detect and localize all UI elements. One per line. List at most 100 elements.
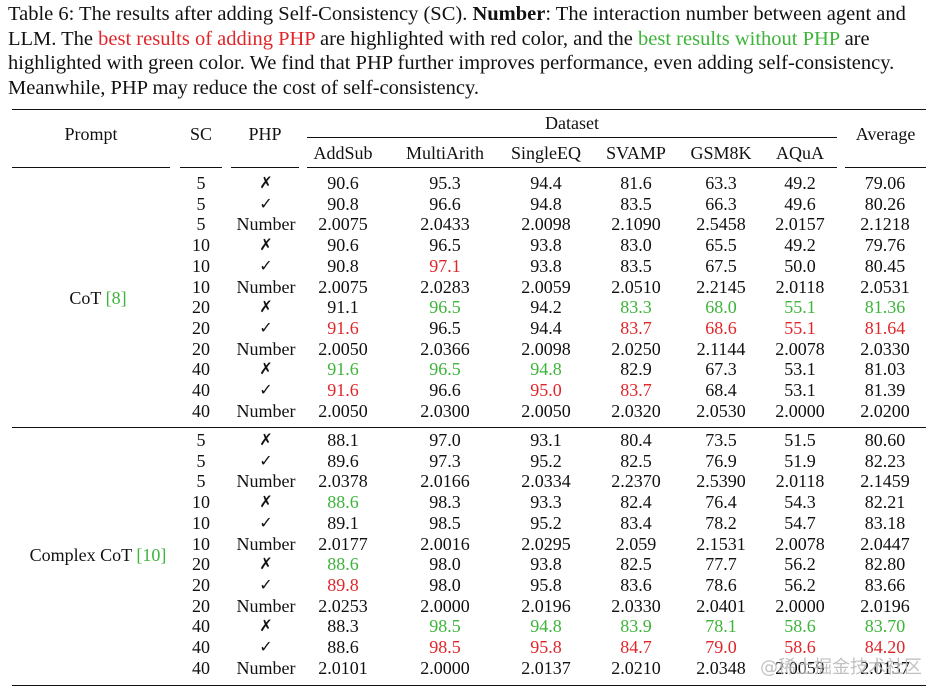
value-cell: 79.76 [864,235,906,256]
value-cell: 2.5458 [696,214,746,235]
value-cell: 81.03 [864,359,906,380]
header-dataset-col: GSM8K [690,143,752,163]
value-cell: 82.4 [620,492,652,513]
sc-cell: 20 [192,297,210,318]
value-cell: 55.1 [784,297,816,318]
value-cell: 95.0 [530,380,562,400]
php-cell: ✓ [259,193,273,213]
value-cell: 79.06 [864,173,906,193]
value-cell: 2.0200 [860,400,910,421]
value-cell: 58.6 [784,616,816,637]
php-cell: ✓ [259,574,273,594]
value-cell: 90.6 [327,235,359,256]
caption-green-phrase: best results without PHP [638,27,840,50]
value-cell: 96.5 [429,359,461,380]
value-cell: 2.1090 [611,214,661,235]
caption-text: Table 6: The results after adding Self-C… [8,3,473,25]
php-cell: ✓ [259,255,273,275]
value-cell: 2.0378 [318,471,368,492]
header-dataset-col: MultiArith [405,143,484,163]
value-cell: 88.6 [327,554,359,575]
value-cell: 96.5 [429,297,461,318]
value-cell: 2.0401 [696,595,746,616]
php-cell: Number [236,595,296,616]
value-cell: 2.0101 [318,657,368,678]
value-cell: 95.2 [530,450,562,471]
value-cell: 95.8 [530,637,562,657]
group-separator-rule [12,427,926,428]
sc-cell: 10 [192,512,210,533]
value-cell: 2.0000 [775,400,825,421]
value-cell: 55.1 [784,317,816,338]
value-cell: 93.1 [530,430,562,450]
header-dataset-col: AddSub [313,143,373,163]
php-cell: ✗ [259,430,273,449]
value-cell: 96.6 [429,193,461,214]
value-cell: 2.0530 [696,400,746,421]
value-cell: 77.7 [705,554,737,575]
value-cell: 82.21 [864,492,906,513]
value-cell: 80.4 [620,430,652,450]
value-cell: 90.8 [327,255,359,276]
prompt-group-label: Complex CoT [10] [12,544,184,566]
value-cell: 68.6 [705,317,737,338]
value-cell: 93.8 [530,554,562,575]
value-cell: 94.4 [530,317,562,338]
sc-cell: 20 [192,317,210,338]
value-cell: 80.60 [864,430,906,450]
header-dataset-col: SVAMP [606,143,666,163]
php-cell: ✗ [259,616,273,636]
value-cell: 98.0 [429,554,461,575]
value-cell: 91.6 [327,380,359,400]
php-cell: ✗ [259,554,273,574]
value-cell: 83.4 [620,512,652,533]
value-cell: 78.2 [705,512,737,533]
php-cell: Number [236,214,296,235]
php-cell: ✓ [259,637,273,656]
value-cell: 2.0098 [521,338,571,359]
value-cell: 89.8 [327,574,359,595]
value-cell: 81.64 [864,317,906,338]
value-cell: 84.20 [864,637,906,657]
header-rule-average [845,167,926,168]
citation-link[interactable]: [10] [136,545,167,566]
value-cell: 2.0531 [860,276,910,297]
value-cell: 82.9 [620,359,652,380]
value-cell: 2.0334 [521,471,571,492]
value-cell: 2.0157 [775,214,825,235]
value-cell: 2.059 [615,533,657,554]
value-cell: 2.0433 [420,214,470,235]
value-cell: 2.0447 [860,533,910,554]
value-cell: 76.9 [705,450,737,471]
value-cell: 67.3 [705,359,737,380]
value-cell: 54.3 [784,492,816,513]
value-cell: 94.8 [530,616,562,637]
sc-cell: 20 [192,574,210,595]
value-cell: 2.0210 [611,657,661,678]
value-cell: 94.2 [530,297,562,318]
value-cell: 82.5 [620,554,652,575]
value-cell: 83.7 [620,317,652,338]
sc-cell: 40 [192,616,210,637]
value-cell: 2.0177 [318,533,368,554]
prompt-name: Complex CoT [29,545,137,566]
value-cell: 78.6 [705,574,737,595]
value-cell: 83.18 [864,512,906,533]
value-cell: 2.0075 [318,276,368,297]
sc-cell: 5 [196,430,206,450]
value-cell: 82.80 [864,554,906,575]
value-cell: 2.0098 [521,214,571,235]
value-cell: 2.0050 [318,338,368,359]
header-dataset-col: AQuA [776,143,824,163]
value-cell: 79.0 [705,637,737,657]
value-cell: 88.3 [327,616,359,637]
value-cell: 2.0016 [420,533,470,554]
sc-cell: 40 [192,657,210,678]
citation-link[interactable]: [8] [105,288,127,309]
value-cell: 2.0059 [775,657,825,678]
value-cell: 93.8 [530,255,562,276]
value-cell: 76.4 [705,492,737,513]
php-cell: ✓ [259,512,273,532]
value-cell: 96.5 [429,317,461,338]
value-cell: 89.6 [327,450,359,471]
